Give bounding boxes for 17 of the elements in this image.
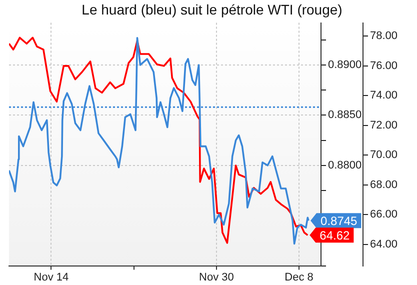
x-tick-label: Nov 14 [34,271,69,284]
y2-tick-label: 66.00 [370,208,398,221]
y2-tick-label: 68.00 [370,178,398,191]
y-tick-label: 0.8900 [328,59,362,72]
y2-tick-label: 70.00 [370,149,398,162]
y-tick-label: 0.8850 [328,109,362,122]
data-label: 0.8745 [320,214,358,228]
y2-tick-label: 72.00 [370,119,398,132]
y2-tick-label: 74.00 [370,90,398,102]
x-tick-label: Nov 30 [198,271,234,284]
y2-tick-label: 78.00 [370,30,398,42]
x-tick-label: Dec 8 [284,271,314,284]
y-tick-label: 0.8800 [328,159,362,172]
chart-title: Le huard (bleu) suit le pétrole WTI (rouge) [82,1,342,18]
y2-tick-label: 76.00 [370,60,398,72]
y2-tick-label: 64.00 [370,238,398,250]
data-label: 64.62 [320,228,350,242]
